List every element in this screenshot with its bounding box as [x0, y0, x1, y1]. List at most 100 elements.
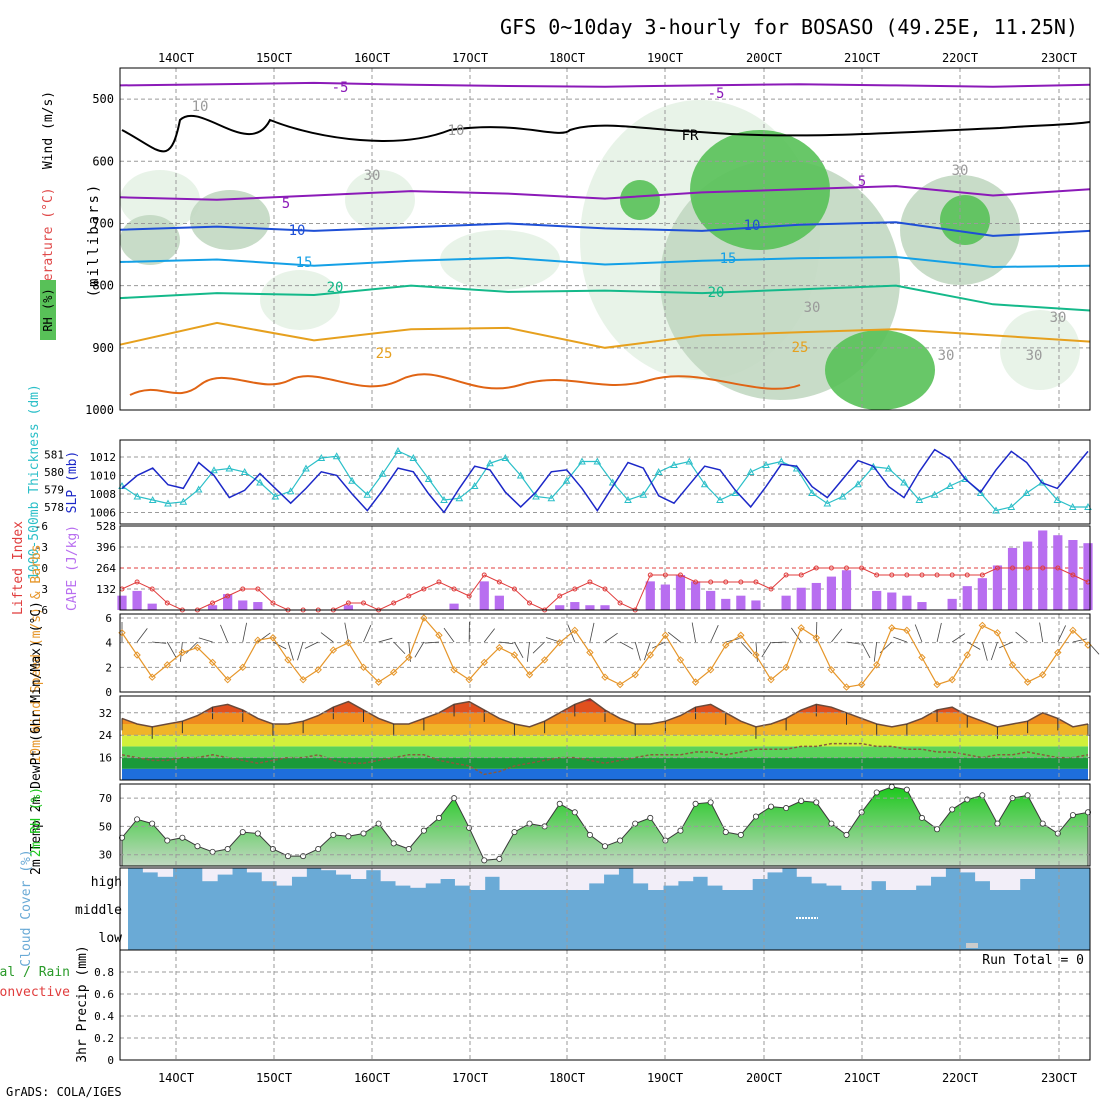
thickness-marker	[133, 492, 142, 500]
lifted-index-marker	[391, 600, 397, 606]
rh-marker	[934, 826, 941, 833]
date-tick-label: 14OCT	[158, 1071, 194, 1085]
temp-tick-label: 32	[99, 707, 112, 720]
wind-speed-marker	[314, 666, 322, 674]
wind-speed-marker	[254, 636, 262, 644]
cape-bar	[977, 578, 987, 610]
rh-marker	[511, 829, 518, 836]
rh-shading	[120, 215, 180, 265]
wind-barb	[914, 624, 923, 643]
cloud-high-gap	[365, 868, 382, 871]
date-tick-label: 16OCT	[354, 51, 390, 65]
thickness-marker	[992, 506, 1000, 514]
wind-barb	[936, 622, 942, 643]
contour-label: 20	[327, 280, 344, 296]
cape-bar	[223, 594, 233, 610]
wind-speed-marker	[193, 643, 202, 652]
cloud-high-gap	[261, 868, 278, 882]
top-date-axis: 14OCT 15OCT 16OCT 17OCT 18OCT 19OCT 20OCT 21OCT…	[158, 51, 1077, 65]
contour-label: 15	[296, 255, 313, 271]
cloud-high-gap	[202, 868, 218, 882]
rh-marker	[209, 848, 216, 855]
lifted-index-marker	[1055, 565, 1061, 571]
thickness-marker	[746, 467, 755, 475]
lifted-index-marker	[134, 579, 140, 585]
wind-barb	[483, 628, 495, 643]
wind-speed-marker	[435, 631, 443, 639]
legend-rh-swatch	[40, 280, 56, 340]
cloud-high-gap	[410, 868, 426, 888]
cape-li-panel: -6 -3 0 3 6 528 396 264 132 Lifted Index CAPE (J/k…	[11, 520, 1093, 617]
wind-speed-marker	[933, 680, 941, 689]
wind-speed-marker	[495, 643, 504, 652]
lifted-index-marker	[964, 572, 970, 578]
rh-marker	[405, 846, 412, 853]
cloud-high-gap	[841, 868, 857, 890]
cape-bar	[660, 584, 670, 610]
wind-barb	[1057, 625, 1067, 643]
precip-tick-label: 0.8	[94, 966, 114, 979]
cloud-low-gap	[966, 943, 978, 948]
cape-bar	[1007, 547, 1018, 610]
lifted-index-marker	[617, 600, 623, 606]
cloud-high-gap	[425, 868, 441, 884]
lifted-index-marker	[164, 600, 170, 606]
rh-shading	[620, 180, 660, 220]
date-tick-label: 19OCT	[647, 51, 683, 65]
date-tick-label: 15OCT	[256, 51, 292, 65]
axis-label: Cloud Cover (%)	[19, 849, 34, 966]
cape-bar	[811, 582, 821, 610]
wind-speed-marker	[480, 658, 488, 667]
wind-barb	[287, 641, 294, 661]
wind-speed-marker	[646, 651, 654, 659]
date-tick-label: 23OCT	[1041, 1071, 1077, 1085]
thickness-marker	[348, 476, 356, 484]
lifted-index-marker	[602, 586, 608, 592]
lifted-index-marker	[451, 586, 457, 592]
cloud-cover-panel: high middle low Cloud Cover (%)	[19, 849, 1090, 967]
cloud-high-gap	[469, 868, 486, 890]
date-tick-label: 21OCT	[844, 1071, 880, 1085]
rh-marker	[707, 799, 714, 806]
date-tick-label: 17OCT	[452, 51, 488, 65]
cloud-high-gap	[544, 868, 560, 890]
cloud-high-gap	[989, 868, 1006, 890]
wind-speed-marker	[420, 614, 428, 622]
wind-speed-marker	[601, 673, 609, 681]
lifted-index-marker	[798, 572, 804, 578]
rh-marker	[843, 831, 850, 838]
legend-total-rain: Total / Rain	[0, 965, 70, 980]
cape-bar	[917, 602, 927, 610]
wind-barb	[1015, 631, 1028, 643]
lifted-index-tick-label: -3	[35, 541, 48, 554]
cloud-ylabel: Cloud Cover (%)	[19, 849, 34, 966]
y-tick-label: 900	[92, 341, 114, 355]
thickness-marker	[900, 478, 908, 486]
rh-marker	[164, 837, 171, 844]
cloud-high-gap	[395, 868, 411, 886]
lifted-index-marker	[844, 565, 849, 571]
credit-text: GrADS: COLA/IGES	[6, 1085, 122, 1099]
lifted-index-marker	[587, 579, 593, 585]
precip-tick-label: 0.4	[94, 1010, 114, 1023]
wind-barb	[790, 627, 802, 643]
thickness-slp-frame	[119, 439, 1091, 525]
wind-barb	[951, 633, 966, 643]
cloud-high-gap	[484, 868, 501, 877]
lifted-index-marker	[496, 579, 502, 585]
wind-speed-marker	[239, 663, 247, 672]
temp-band	[122, 746, 1088, 758]
lifted-index-marker	[406, 593, 412, 599]
rh-shading	[940, 195, 990, 245]
temp2m-frame	[119, 695, 1091, 781]
cloud-high-gap	[246, 868, 263, 873]
cloud-high-gap	[915, 868, 932, 886]
cape-bar	[947, 598, 957, 610]
wind-speed-marker	[963, 651, 971, 659]
wind-speed-marker	[722, 641, 730, 649]
thickness-marker	[915, 495, 924, 503]
cape-bar	[645, 581, 655, 610]
precip-tick-label: 0.6	[94, 988, 114, 1001]
wind-speed-marker	[661, 631, 670, 639]
